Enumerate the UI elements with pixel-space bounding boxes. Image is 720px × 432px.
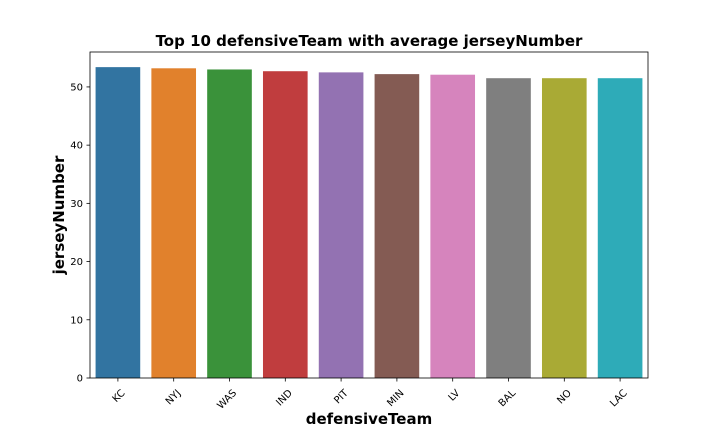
x-tick-label: WAS: [215, 388, 239, 412]
bar-lv: [430, 74, 476, 378]
bar-kc: [95, 67, 141, 378]
x-tick-label: LAC: [608, 388, 630, 410]
y-tick-label: 10: [70, 315, 83, 326]
bar-ind: [262, 71, 308, 378]
y-tick-label: 40: [70, 141, 83, 152]
x-tick-label: MIN: [385, 388, 406, 409]
bar-bal: [486, 78, 531, 379]
bar-was: [207, 69, 252, 378]
y-tick-label: 0: [77, 374, 83, 385]
bar-lac: [597, 78, 643, 379]
x-axis-ticks: KC NYJ WAS IND PIT MIN LV BAL NO LAC: [111, 378, 630, 412]
x-tick-label: LV: [447, 388, 463, 404]
x-tick-label: KC: [111, 388, 128, 405]
x-tick-label: NO: [555, 388, 574, 407]
x-tick-label: IND: [274, 388, 295, 409]
bars-group: [95, 67, 643, 379]
x-axis-label: defensiveTeam: [306, 410, 432, 428]
bar-nyj: [151, 68, 197, 379]
y-axis-ticks: 0 10 20 30 40 50: [70, 82, 90, 385]
plot-frame: [89, 51, 649, 379]
bar-no: [541, 78, 587, 379]
chart-title: Top 10 defensiveTeam with average jersey…: [156, 32, 583, 50]
x-tick-label: PIT: [332, 387, 351, 406]
x-tick-label: BAL: [497, 388, 519, 410]
bar-min: [374, 74, 420, 378]
bar-pit: [318, 72, 364, 378]
x-tick-label: NYJ: [164, 388, 183, 407]
y-axis-label: jerseyNumber: [50, 155, 68, 275]
y-tick-label: 20: [70, 257, 83, 268]
y-tick-label: 30: [70, 199, 83, 210]
y-tick-label: 50: [70, 82, 83, 93]
